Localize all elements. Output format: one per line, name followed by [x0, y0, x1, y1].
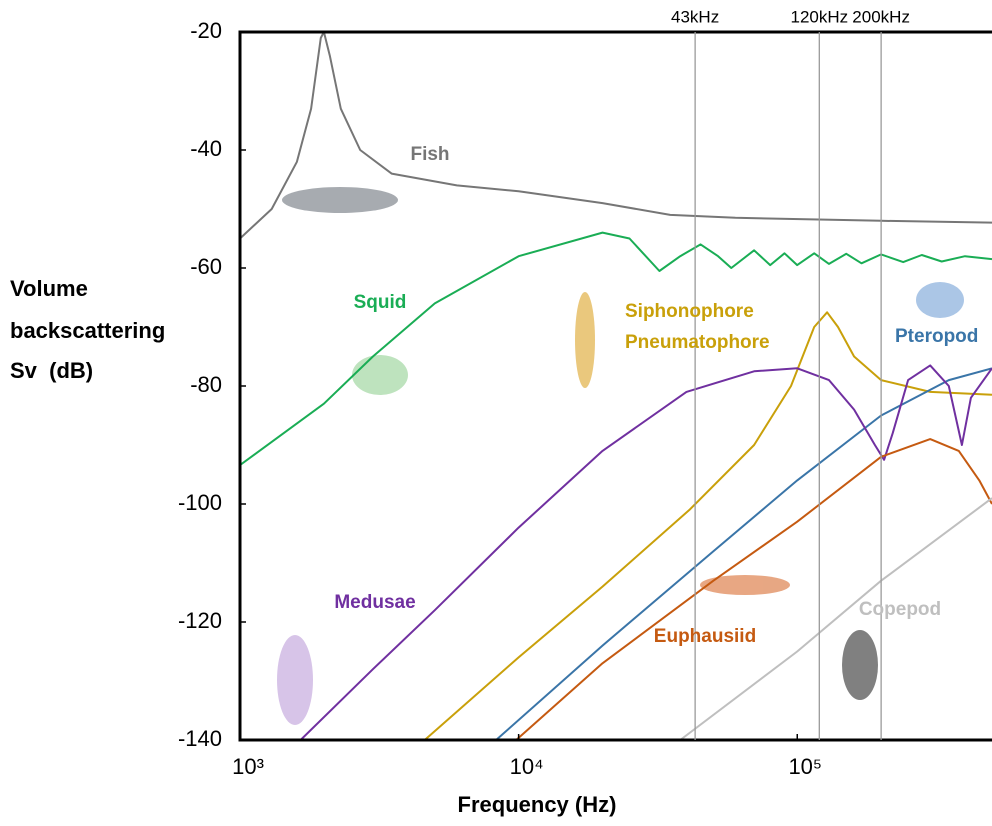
reference-label: 120kHz [790, 7, 848, 26]
series-line [240, 231, 992, 466]
y-tick-label: -60 [190, 254, 222, 279]
decoration [277, 187, 964, 725]
y-axis-label: backscattering [10, 318, 165, 343]
series-line [679, 497, 992, 740]
y-tick-label: -100 [178, 490, 222, 515]
series-line [495, 367, 992, 740]
reference-label: 200kHz [852, 7, 910, 26]
x-tick-label: 10³ [232, 754, 264, 779]
plot-area [240, 32, 992, 740]
series-line [424, 311, 992, 740]
y-tick-label: -80 [190, 372, 222, 397]
series-label: Squid [354, 292, 407, 313]
x-tick-label: 10⁴ [510, 754, 544, 779]
series-label: Copepod [859, 599, 941, 620]
series-label: Pteropod [895, 326, 978, 347]
y-tick-label: -40 [190, 136, 222, 161]
series-line [299, 364, 992, 740]
y-tick-label: -140 [178, 726, 222, 751]
x-axis-label: Frequency (Hz) [458, 792, 617, 817]
series-label: Fish [410, 144, 449, 165]
series-label: Medusae [334, 592, 415, 613]
reference-label: 43kHz [671, 7, 719, 26]
y-tick-label: -20 [190, 18, 222, 43]
y-axis-label: Sv (dB) [10, 358, 93, 383]
series-line [240, 32, 992, 240]
x-tick-label: 10⁵ [788, 754, 822, 779]
y-axis-label: Volume [10, 276, 88, 301]
series-label: Euphausiid [654, 626, 756, 647]
series-label: Siphonophore [625, 301, 754, 322]
series-label: Pneumatophore [625, 332, 770, 353]
y-tick-label: -120 [178, 608, 222, 633]
